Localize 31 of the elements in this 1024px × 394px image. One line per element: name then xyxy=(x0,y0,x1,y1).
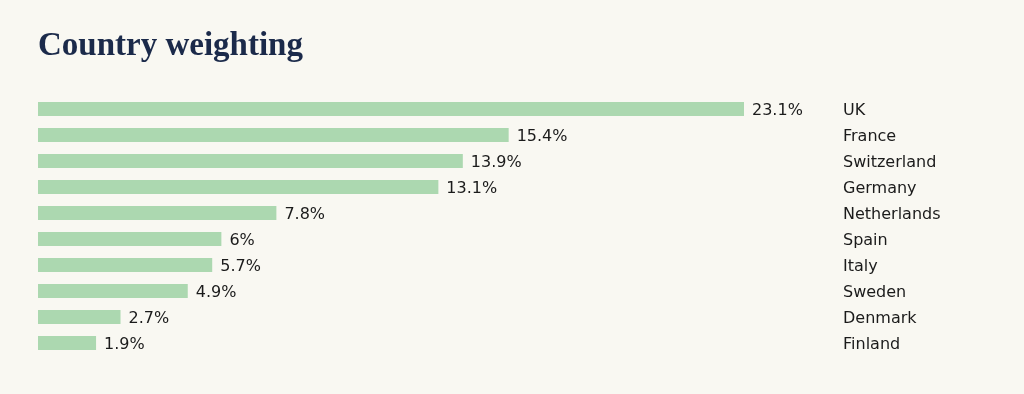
bar xyxy=(38,154,463,168)
y-tick-label: UK xyxy=(843,99,866,119)
data-label: 13.9% xyxy=(470,151,522,171)
y-tick-label: Finland xyxy=(843,333,901,353)
bar xyxy=(38,102,744,116)
data-label: 15.4% xyxy=(516,125,568,145)
bar xyxy=(38,258,213,272)
data-label: 2.7% xyxy=(128,307,170,327)
bar xyxy=(38,284,188,298)
data-label: 6% xyxy=(229,229,255,249)
data-label: 7.8% xyxy=(284,203,326,223)
data-label: 1.9% xyxy=(104,333,145,353)
y-tick-label: Netherlands xyxy=(843,203,941,223)
data-label: 13.1% xyxy=(446,177,498,197)
y-tick-label: France xyxy=(843,125,897,145)
bar xyxy=(38,180,439,194)
data-label: 4.9% xyxy=(195,281,237,301)
chart-title: Country weighting xyxy=(38,26,303,63)
data-label: 5.7% xyxy=(220,255,261,275)
y-tick-label: Germany xyxy=(843,177,917,197)
y-tick-label: Spain xyxy=(843,229,888,249)
y-tick-label: Italy xyxy=(843,255,878,275)
y-tick-label: Switzerland xyxy=(843,151,937,171)
bar xyxy=(38,206,277,220)
bar xyxy=(38,128,509,142)
y-tick-label: Denmark xyxy=(843,307,918,327)
data-label: 23.1% xyxy=(752,99,803,119)
bar xyxy=(38,336,97,350)
bar xyxy=(38,310,121,324)
y-tick-label: Sweden xyxy=(843,281,907,301)
bar xyxy=(38,232,222,246)
